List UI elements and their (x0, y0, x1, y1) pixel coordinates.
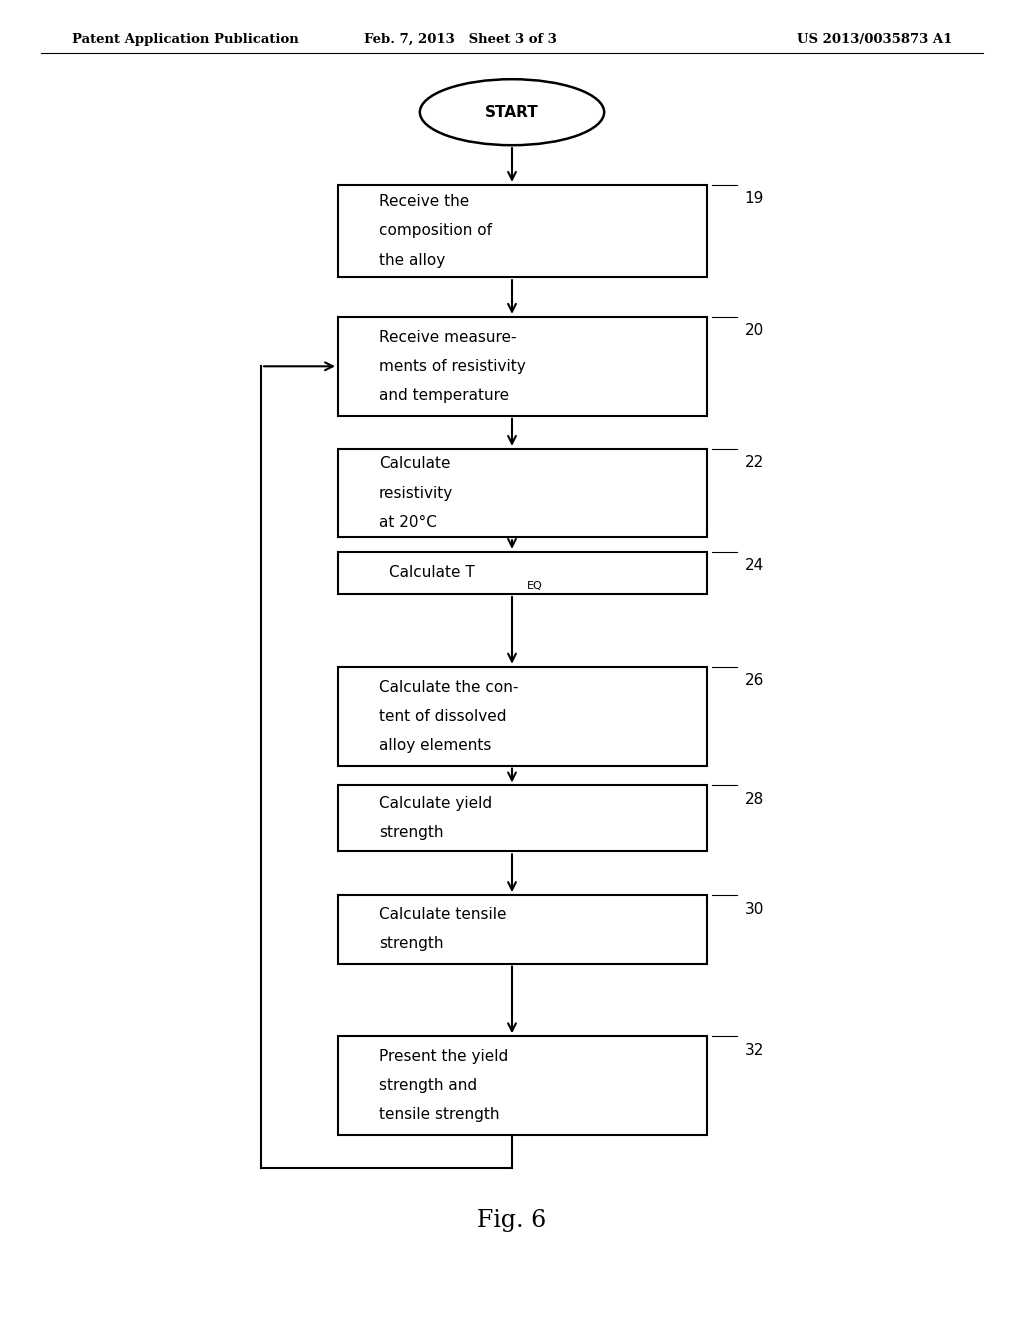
Text: Receive measure-: Receive measure- (379, 330, 516, 345)
Text: US 2013/0035873 A1: US 2013/0035873 A1 (797, 33, 952, 46)
Text: tensile strength: tensile strength (379, 1107, 500, 1122)
Text: tent of dissolved: tent of dissolved (379, 709, 507, 723)
Text: Calculate: Calculate (379, 457, 451, 471)
Text: Calculate tensile: Calculate tensile (379, 907, 507, 923)
Text: composition of: composition of (379, 223, 492, 239)
Text: at 20°C: at 20°C (379, 515, 437, 529)
Text: the alloy: the alloy (379, 252, 445, 268)
Text: 20: 20 (744, 323, 764, 338)
Text: 28: 28 (744, 792, 764, 807)
Text: ments of resistivity: ments of resistivity (379, 359, 525, 374)
Text: strength: strength (379, 825, 443, 841)
Text: Calculate T: Calculate T (389, 565, 475, 581)
Text: Calculate the con-: Calculate the con- (379, 680, 518, 694)
Text: Fig. 6: Fig. 6 (477, 1209, 547, 1233)
Text: 26: 26 (744, 673, 764, 688)
Text: Feb. 7, 2013   Sheet 3 of 3: Feb. 7, 2013 Sheet 3 of 3 (365, 33, 557, 46)
Text: EQ: EQ (527, 581, 543, 591)
Text: strength: strength (379, 936, 443, 952)
Text: Present the yield: Present the yield (379, 1049, 508, 1064)
Text: Receive the: Receive the (379, 194, 469, 210)
Text: Calculate yield: Calculate yield (379, 796, 492, 812)
Text: 24: 24 (744, 558, 764, 573)
Text: 22: 22 (744, 455, 764, 470)
Text: 19: 19 (744, 191, 764, 206)
Text: resistivity: resistivity (379, 486, 454, 500)
Text: alloy elements: alloy elements (379, 738, 492, 752)
Text: START: START (485, 104, 539, 120)
Text: strength and: strength and (379, 1078, 477, 1093)
Text: Patent Application Publication: Patent Application Publication (72, 33, 298, 46)
Text: 32: 32 (744, 1043, 764, 1057)
Text: 30: 30 (744, 902, 764, 916)
Text: and temperature: and temperature (379, 388, 509, 403)
